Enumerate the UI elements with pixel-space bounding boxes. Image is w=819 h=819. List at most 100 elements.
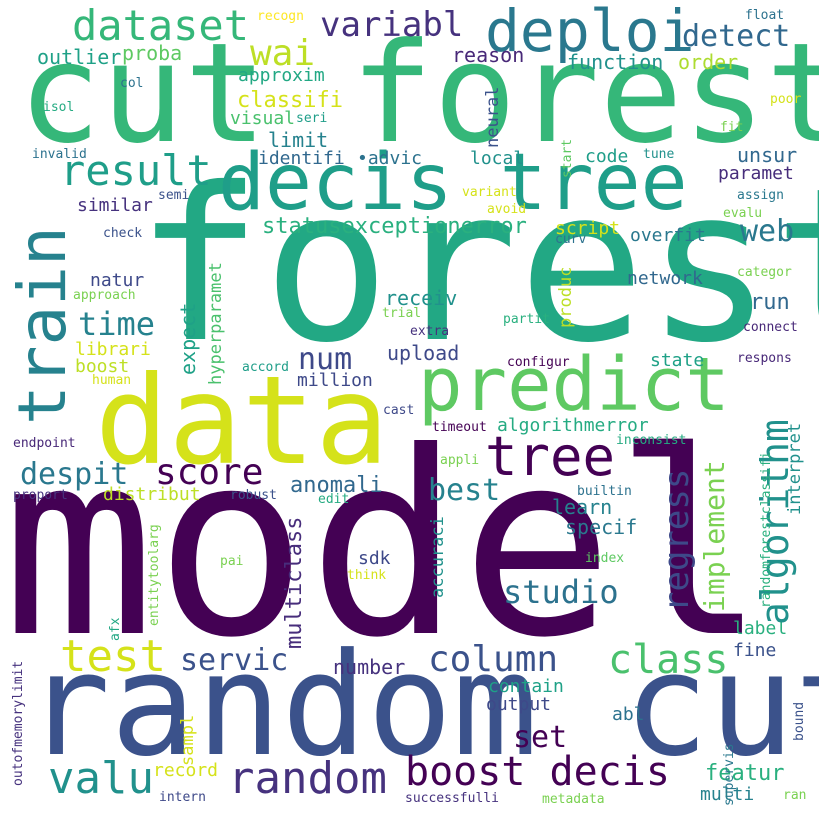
word-web: web <box>740 214 795 249</box>
word-predict: predict <box>418 342 730 428</box>
word-abl: abl <box>612 704 645 725</box>
word-random-cut: random cut <box>25 623 819 788</box>
word-fit: fit <box>720 120 744 135</box>
word-appli: appli <box>440 453 480 468</box>
word-despit: despit <box>20 457 129 492</box>
word-approxim: approxim <box>238 65 325 86</box>
word-check: check <box>103 226 143 241</box>
word-sdk: sdk <box>358 548 391 569</box>
word-afx: afx <box>108 617 123 641</box>
word-number: number <box>333 655 406 679</box>
word-output: output <box>486 694 552 715</box>
word-edit: edit <box>318 492 350 507</box>
word-score: score <box>155 452 264 493</box>
word-recogn: recogn <box>257 9 304 24</box>
word-learn: learn <box>552 495 613 519</box>
word-random: random <box>228 753 387 804</box>
word-produc: produc <box>556 266 576 328</box>
word-col: col <box>120 76 144 91</box>
word-inconsist: inconsist <box>616 433 687 448</box>
word-algorithmerror: algorithmerror <box>497 415 649 436</box>
word-hyperparamet: hyperparamet <box>206 262 226 385</box>
word-boost: boost <box>75 356 130 377</box>
word-result: result <box>60 146 212 195</box>
word-class: class <box>608 637 729 683</box>
word-wai: wai <box>250 33 316 74</box>
word-paramet: paramet <box>718 163 794 184</box>
word-anomali: anomali <box>290 473 383 498</box>
word-builtin: builtin <box>577 484 632 499</box>
word-fine: fine <box>733 640 777 661</box>
word-isol: isol <box>43 100 75 115</box>
word-variabl: variabl <box>320 5 464 45</box>
word-reason: reason <box>452 43 525 67</box>
word-interpret: interpret <box>785 422 805 515</box>
word-outofmemorylimit: outofmemorylimit <box>11 660 26 786</box>
word-advic: •advic <box>357 148 423 169</box>
word-think: think <box>347 568 387 583</box>
word-index: index <box>585 551 625 566</box>
word-seri: seri <box>296 111 328 126</box>
word-intern: intern <box>159 790 206 805</box>
word-successfulli: successfulli <box>405 791 499 806</box>
word-set: set <box>513 720 568 755</box>
word-valu: valu <box>48 753 154 804</box>
word-float: float <box>745 8 785 23</box>
word-num: num <box>298 342 353 377</box>
word-metadata: metadata <box>542 792 605 807</box>
word-order: order <box>678 50 739 74</box>
word-studio: studio <box>503 573 619 611</box>
word-human: human <box>92 373 132 388</box>
word-data: data <box>95 350 389 492</box>
word-detect: detect <box>682 19 791 54</box>
word-tree: tree <box>485 425 616 488</box>
word-bound: bound <box>792 701 807 741</box>
word-time: time <box>78 305 156 343</box>
word-timeout: timeout <box>432 420 487 435</box>
word-multi: multi <box>700 784 755 805</box>
word-network: network <box>627 268 703 289</box>
word-configur: configur <box>507 355 570 370</box>
word-boost-decis: boost decis <box>405 749 670 795</box>
word-tune: tune <box>643 147 675 162</box>
word-implement: implement <box>698 460 731 612</box>
word-endpoint: endpoint <box>13 436 76 451</box>
word-avoid: avoid <box>487 202 527 217</box>
word-identifi: identifi <box>258 148 345 169</box>
word-distribut: distribut <box>103 484 201 505</box>
word-specif: specif <box>565 515 638 539</box>
word-librari: librari <box>75 339 151 360</box>
word-respons: respons <box>737 351 792 366</box>
word-accuraci: accuraci <box>428 516 448 598</box>
word-forest: forest <box>135 142 819 389</box>
word-extra: extra <box>410 324 450 339</box>
word-deploi: deploi <box>485 0 695 65</box>
word-best: best <box>428 473 501 508</box>
word-approach: approach <box>73 288 136 303</box>
word-servic: servic <box>180 643 289 678</box>
word-contain: contain <box>488 676 564 697</box>
word-invalid: invalid <box>32 147 87 162</box>
word-test: test <box>60 631 166 682</box>
word-cut-forest: cut forest <box>18 13 819 174</box>
word-decis-tree: decis tree <box>218 138 688 228</box>
word-label: label <box>733 618 788 639</box>
word-trial: trial <box>382 306 422 321</box>
word-semi: semi <box>158 188 190 203</box>
word-natur: natur <box>90 270 145 291</box>
word-connect: connect <box>743 320 798 335</box>
word-entitytoolarg: entitytoolarg <box>147 524 162 626</box>
word-record: record <box>153 760 219 781</box>
word-proport: proport <box>13 488 68 503</box>
word-train: train <box>4 226 81 425</box>
word-statusexceptionerror: statusexceptionerror <box>262 214 527 239</box>
word-curv: curv <box>555 232 587 247</box>
word-script: script <box>555 218 621 239</box>
word-randomforestclassifi: randomforestclassifi <box>759 451 774 608</box>
word-supervis: supervis <box>722 743 737 806</box>
word-outlier: outlier <box>37 45 122 69</box>
word-partit: partit <box>503 312 550 327</box>
word-state: state <box>650 350 705 371</box>
word-unsur: unsur <box>737 143 798 167</box>
